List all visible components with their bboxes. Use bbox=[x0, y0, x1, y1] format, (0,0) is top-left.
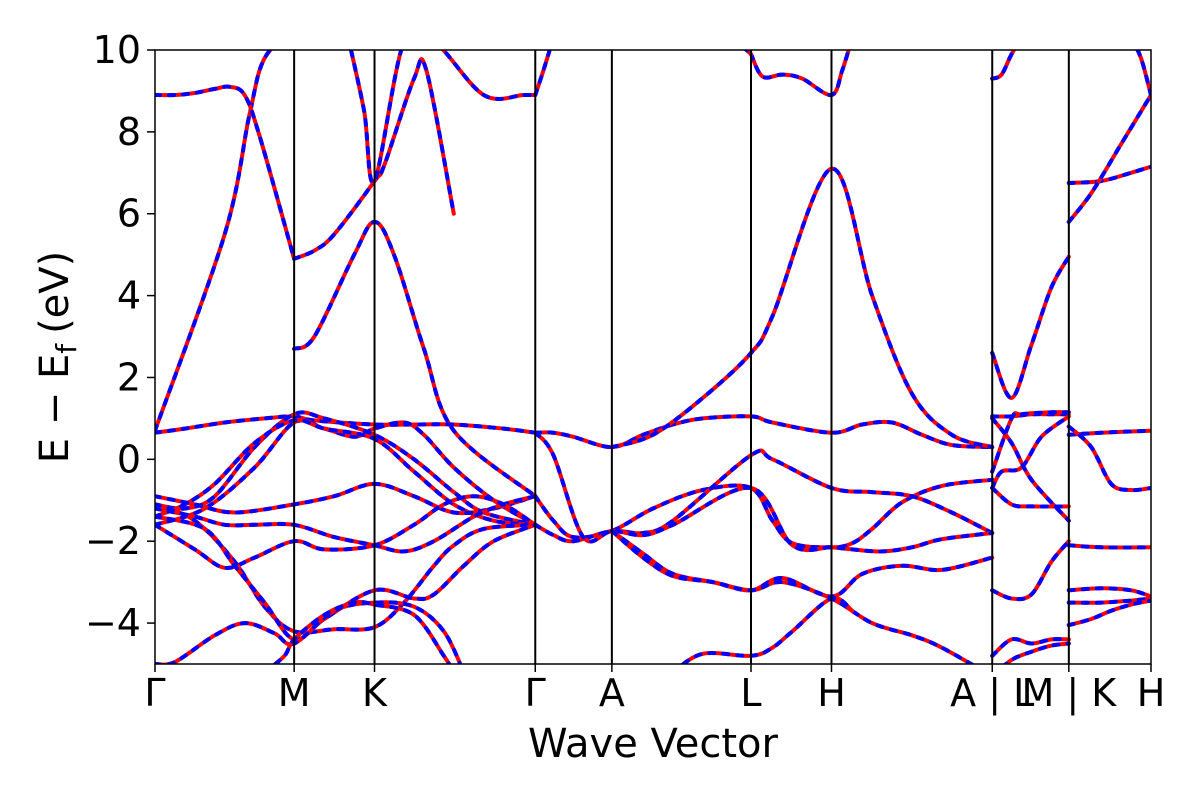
band-line-overlay bbox=[155, 502, 538, 635]
band-line-overlay bbox=[271, 599, 452, 664]
y-axis: −4 −2 0 2 4 6 8 10 bbox=[85, 28, 155, 645]
band-line-overlay bbox=[1066, 586, 1151, 599]
y-axis-title-main: E − E bbox=[32, 354, 78, 464]
x-tick-label: Γ bbox=[144, 671, 165, 715]
band-line bbox=[990, 50, 1017, 81]
band-line-overlay bbox=[990, 416, 1071, 523]
band-line bbox=[990, 539, 1071, 602]
kpoint-divider-lines bbox=[293, 50, 1070, 664]
band-line-overlay bbox=[155, 481, 538, 516]
x-tick-label: A bbox=[599, 671, 625, 715]
y-tick-label: −4 bbox=[85, 601, 141, 645]
band-line-overlay bbox=[609, 529, 976, 664]
y-tick-label: −2 bbox=[85, 519, 141, 563]
band-line-overlay bbox=[292, 219, 538, 499]
bands-layer bbox=[155, 50, 1151, 664]
band-line-overlay bbox=[1002, 641, 1071, 664]
band-line-overlay bbox=[609, 166, 995, 450]
y-tick-label: 0 bbox=[117, 437, 141, 481]
x-tick-label: M | K bbox=[1021, 671, 1117, 716]
y-axis-title-subscript: f bbox=[50, 343, 83, 354]
band-line-overlay bbox=[533, 430, 995, 554]
band-line-overlay bbox=[990, 50, 1017, 81]
band-line-overlay bbox=[990, 486, 1071, 509]
band-line-overlay bbox=[749, 50, 851, 98]
x-axis-title: Wave Vector bbox=[528, 721, 779, 767]
y-axis-title: E − Ef (eV) bbox=[32, 251, 83, 464]
band-line-overlay bbox=[155, 600, 463, 664]
y-tick-label: 8 bbox=[117, 110, 141, 154]
band-line-overlay bbox=[1066, 543, 1151, 550]
band-line-overlay bbox=[990, 412, 1071, 419]
band-line-overlay bbox=[1066, 93, 1151, 224]
x-tick-label: A | L bbox=[950, 671, 1034, 716]
band-line-overlay bbox=[533, 414, 995, 450]
plot-frame bbox=[154, 49, 1152, 665]
x-tick-label: L bbox=[740, 671, 761, 715]
band-line bbox=[609, 166, 995, 450]
band-line bbox=[609, 529, 995, 599]
y-tick-label: 4 bbox=[117, 274, 141, 318]
y-axis-title-unit: (eV) bbox=[32, 251, 78, 334]
x-tick-label: Γ bbox=[525, 671, 546, 715]
band-line-overlay bbox=[155, 417, 538, 527]
band-line-overlay bbox=[990, 254, 1071, 400]
band-line bbox=[743, 50, 753, 57]
x-axis: Γ M K Γ A L H A | LM | K H bbox=[144, 664, 1165, 716]
band-line-overlay bbox=[1066, 596, 1151, 605]
band-line bbox=[609, 529, 976, 664]
band-line-overlay bbox=[155, 414, 538, 435]
band-line-overlay bbox=[155, 50, 273, 433]
band-line-overlay bbox=[533, 477, 995, 550]
band-line-overlay bbox=[1066, 164, 1151, 185]
band-line-overlay bbox=[155, 410, 538, 527]
band-line-overlay bbox=[990, 637, 1071, 658]
x-tick-label: H bbox=[817, 671, 846, 715]
band-line bbox=[1135, 50, 1151, 97]
band-line-overlay bbox=[533, 448, 995, 544]
y-tick-label: 2 bbox=[117, 355, 141, 399]
band-line bbox=[292, 219, 538, 499]
band-line-overlay bbox=[1066, 424, 1151, 493]
band-line bbox=[348, 50, 538, 185]
band-line-overlay bbox=[292, 57, 456, 261]
band-line-overlay bbox=[680, 595, 855, 664]
band-line-overlay bbox=[155, 494, 538, 570]
band-line bbox=[155, 600, 463, 664]
band-line-overlay bbox=[155, 494, 538, 554]
band-line-overlay bbox=[743, 50, 753, 57]
band-line-overlay bbox=[533, 50, 552, 97]
band-line-overlay bbox=[990, 410, 1071, 474]
y-tick-label: 10 bbox=[93, 28, 141, 72]
band-line-overlay bbox=[990, 414, 1071, 490]
y-tick-label: 6 bbox=[117, 192, 141, 236]
band-line-overlay bbox=[348, 50, 538, 185]
band-line-overlay bbox=[155, 514, 538, 642]
x-tick-label: H bbox=[1137, 671, 1166, 715]
band-line-overlay bbox=[990, 539, 1071, 602]
band-line bbox=[990, 254, 1071, 400]
band-line bbox=[680, 595, 855, 664]
x-tick-label: K bbox=[362, 671, 388, 715]
band-line-overlay bbox=[1066, 598, 1151, 628]
band-line-overlay bbox=[155, 84, 297, 261]
x-tick-label: M bbox=[278, 671, 311, 715]
